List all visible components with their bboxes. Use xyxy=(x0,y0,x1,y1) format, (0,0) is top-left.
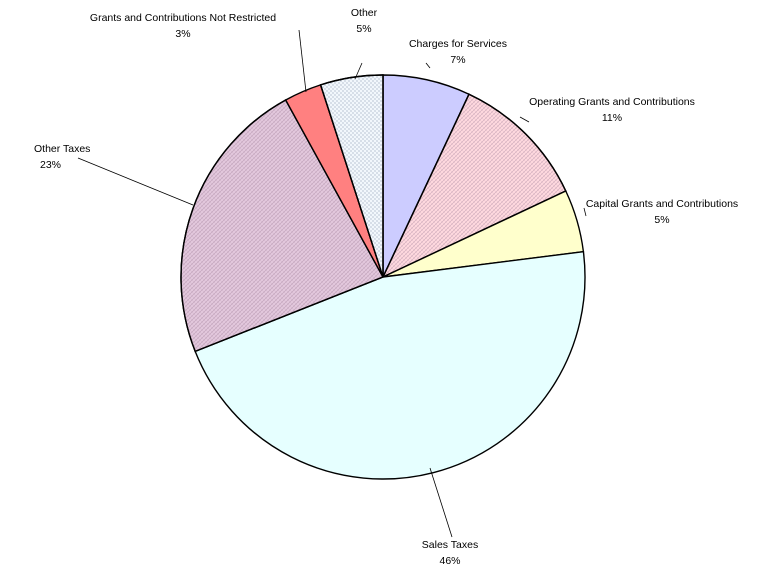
slice-label-sales-taxes: Sales Taxes 46% xyxy=(422,539,478,567)
slice-label-other: Other 5% xyxy=(351,7,378,35)
pie-slice-pattern-operating-grants-and-contributions xyxy=(381,93,567,279)
slice-category-label: Other xyxy=(351,7,378,19)
slice-label-operating-grants-and-contributions: Operating Grants and Contributions 11% xyxy=(529,96,695,124)
slice-category-label: Operating Grants and Contributions xyxy=(529,96,695,108)
leader-line-grants-and-contributions-not-restricted xyxy=(298,29,307,93)
slice-percent-label: 23% xyxy=(40,159,61,171)
slice-category-label: Capital Grants and Contributions xyxy=(586,198,738,210)
slice-category-label: Other Taxes xyxy=(34,143,90,155)
slice-percent-label: 46% xyxy=(439,555,460,567)
slice-category-label: Grants and Contributions Not Restricted xyxy=(90,12,276,24)
leader-line-capital-grants-and-contributions xyxy=(583,207,587,217)
pie-slice-pattern-other xyxy=(319,74,384,278)
slice-percent-label: 3% xyxy=(175,28,190,40)
leader-line-other xyxy=(354,62,363,80)
pie-slice-pattern-other-taxes xyxy=(180,99,384,353)
slice-percent-label: 5% xyxy=(654,214,669,226)
leader-line-sales-taxes xyxy=(429,467,453,538)
slice-percent-label: 5% xyxy=(356,23,371,35)
leader-lines xyxy=(77,29,587,538)
slice-label-grants-and-contributions-not-restricted: Grants and Contributions Not Restricted 3… xyxy=(90,12,276,40)
slice-percent-label: 7% xyxy=(450,54,465,66)
slice-labels: Charges for Services 7% Operating Grants a… xyxy=(34,7,738,567)
leader-line-other-taxes xyxy=(77,157,194,206)
pie-slices xyxy=(180,74,586,480)
slice-label-charges-for-services: Charges for Services 7% xyxy=(409,38,507,66)
pie-slice-sales-taxes xyxy=(194,250,586,480)
leader-line-operating-grants-and-contributions xyxy=(519,116,530,123)
slice-percent-label: 11% xyxy=(602,112,622,124)
slice-category-label: Charges for Services xyxy=(409,38,507,50)
slice-label-capital-grants-and-contributions: Capital Grants and Contributions 5% xyxy=(586,198,738,226)
slice-category-label: Sales Taxes xyxy=(422,539,478,551)
slice-label-other-taxes: Other Taxes 23% xyxy=(34,143,90,171)
leader-line-charges-for-services xyxy=(425,62,431,69)
